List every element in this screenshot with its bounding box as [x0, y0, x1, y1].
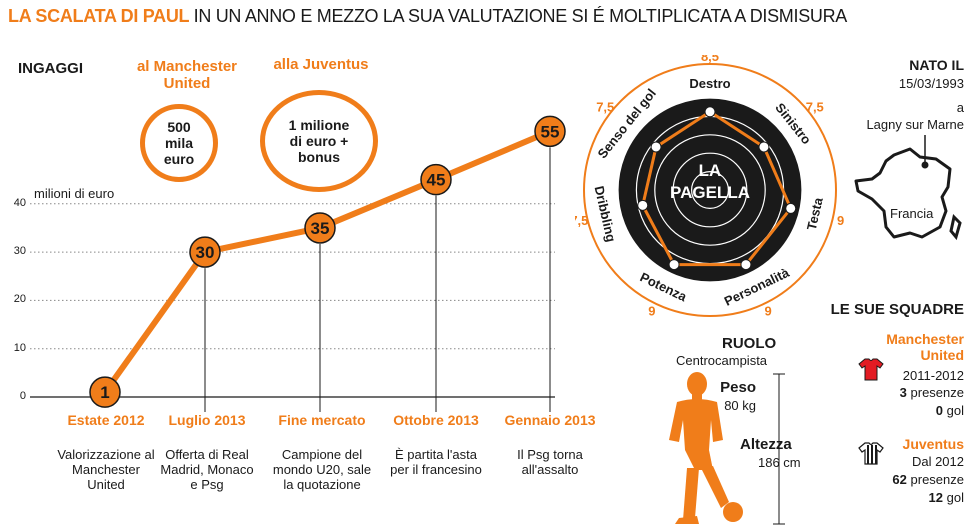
radar-ring-2	[672, 152, 748, 228]
chart-guides	[204, 147, 551, 412]
radar-point-1	[758, 141, 770, 153]
player-silhouette-icon	[669, 372, 785, 525]
event-desc-2: Campione del mondo U20, sale la quotazio…	[272, 447, 372, 492]
event-desc-1: Offerta di Real Madrid, Monaco e Psg	[160, 447, 254, 492]
event-title-3: Ottobre 2013	[393, 412, 479, 428]
radar-value-polygon	[641, 110, 793, 267]
data-label-4: 55	[541, 122, 560, 141]
y-tick-label: 40	[13, 196, 26, 209]
radar-value-label-4: 9	[648, 304, 655, 319]
radar-point-3	[740, 259, 752, 271]
nato-a: a	[956, 100, 964, 115]
radar-value-label-3: 9	[765, 304, 772, 319]
radar-point-6	[650, 141, 662, 153]
location-dot	[921, 161, 929, 169]
data-label-3: 45	[427, 171, 446, 190]
juventus-jersey-icon	[858, 440, 884, 471]
event-title-2: Fine mercato	[278, 412, 366, 428]
page-header: LA SCALATA DI PAUL IN UN ANNO E MEZZO LA…	[8, 6, 847, 27]
radar-center-title: LA	[699, 161, 722, 180]
data-point-2	[304, 212, 336, 244]
event-title-0: Estate 2012	[67, 412, 145, 428]
radar-ring-1	[690, 170, 729, 209]
france-map-icon	[854, 135, 962, 241]
ingaggi-manchester-title: al Manchester United	[136, 58, 238, 92]
chart-ylabel: milioni di euro	[34, 186, 115, 201]
event-desc-4: Il Psg torna all'assalto	[517, 447, 583, 477]
data-label-0: 1	[100, 383, 109, 402]
ruolo-value: Centrocampista	[676, 353, 768, 368]
data-point-0	[89, 376, 121, 408]
y-tick-label: 10	[13, 341, 26, 354]
event-title-1: Luglio 2013	[168, 412, 246, 428]
nato-label: NATO IL	[909, 57, 964, 73]
y-tick-label: 30	[13, 245, 26, 258]
radar-center-title-2: PAGELLA	[670, 183, 750, 202]
page-subtitle: IN UN ANNO E MEZZO LA SUA VALUTAZIONE SI…	[193, 6, 848, 26]
data-point-4	[534, 115, 566, 148]
team-years-juventus: Dal 2012	[911, 454, 964, 469]
team-name-manchester: Manchester United	[886, 331, 964, 363]
radar-background	[618, 98, 802, 282]
ingaggi-juventus-value: 1 milione di euro + bonus	[288, 117, 350, 165]
radar-point-5	[637, 199, 649, 211]
france-label: Francia	[890, 206, 934, 221]
event-title-4: Gennaio 2013	[504, 412, 596, 428]
chart-line	[102, 128, 552, 394]
page-title: LA SCALATA DI PAUL	[8, 6, 189, 26]
radar-ring-5	[617, 97, 803, 283]
team-presenze-juventus: 62 presenze	[892, 472, 964, 487]
team-years-manchester: 2011-2012	[902, 368, 964, 383]
radar-ring-3	[654, 134, 766, 246]
data-point-1	[189, 236, 221, 268]
team-gol-juventus: 12 gol	[928, 490, 964, 505]
ingaggi-label: INGAGGI	[18, 60, 84, 77]
peso-label: Peso	[720, 379, 756, 396]
radar-value-label-2: 9	[837, 213, 844, 228]
y-tick-label: 0	[19, 390, 26, 402]
event-desc-3: È partita l'asta per il francesino	[390, 447, 482, 477]
manchester-jersey-icon	[858, 356, 884, 387]
y-tick-label: 20	[13, 293, 26, 306]
data-label-1: 30	[196, 243, 215, 262]
team-presenze-manchester: 3 presenze	[899, 385, 964, 400]
radar-axis-label-0: Destro	[689, 76, 730, 91]
chart-markers: 1 30 35 45 55	[89, 115, 566, 408]
data-point-3	[420, 163, 452, 196]
radar-value-label-5: 7,5	[575, 213, 588, 228]
squadre-label: LE SUE SQUADRE	[830, 301, 964, 318]
ingaggi-manchester-circle: 500 mila euro	[140, 104, 218, 182]
team-name-juventus: Juventus	[902, 436, 964, 452]
radar-axis-label-2: Testa	[804, 195, 826, 231]
radar-point-2	[785, 202, 797, 214]
radar-point-4	[668, 259, 680, 271]
radar-value-label-0: 8,5	[701, 55, 719, 64]
ingaggi-juventus-circle: 1 milione di euro + bonus	[260, 90, 378, 192]
peso-value: 80 kg	[724, 398, 756, 413]
event-desc-0: Valorizzazione al Manchester United	[57, 447, 155, 492]
radar-value-label-1: 7,5	[806, 99, 824, 114]
radar-point-0	[704, 106, 716, 118]
data-label-2: 35	[311, 219, 330, 238]
radar-value-label-6: 7,5	[596, 99, 614, 114]
nato-place: Lagny sur Marne	[866, 117, 964, 132]
nato-date: 15/03/1993	[898, 76, 964, 91]
ingaggi-juventus-title: alla Juventus	[273, 56, 369, 73]
ruolo-label: RUOLO	[722, 335, 777, 352]
team-gol-manchester: 0 gol	[935, 403, 964, 418]
series-line	[102, 128, 552, 394]
ingaggi-manchester-value: 500 mila euro	[163, 119, 195, 167]
